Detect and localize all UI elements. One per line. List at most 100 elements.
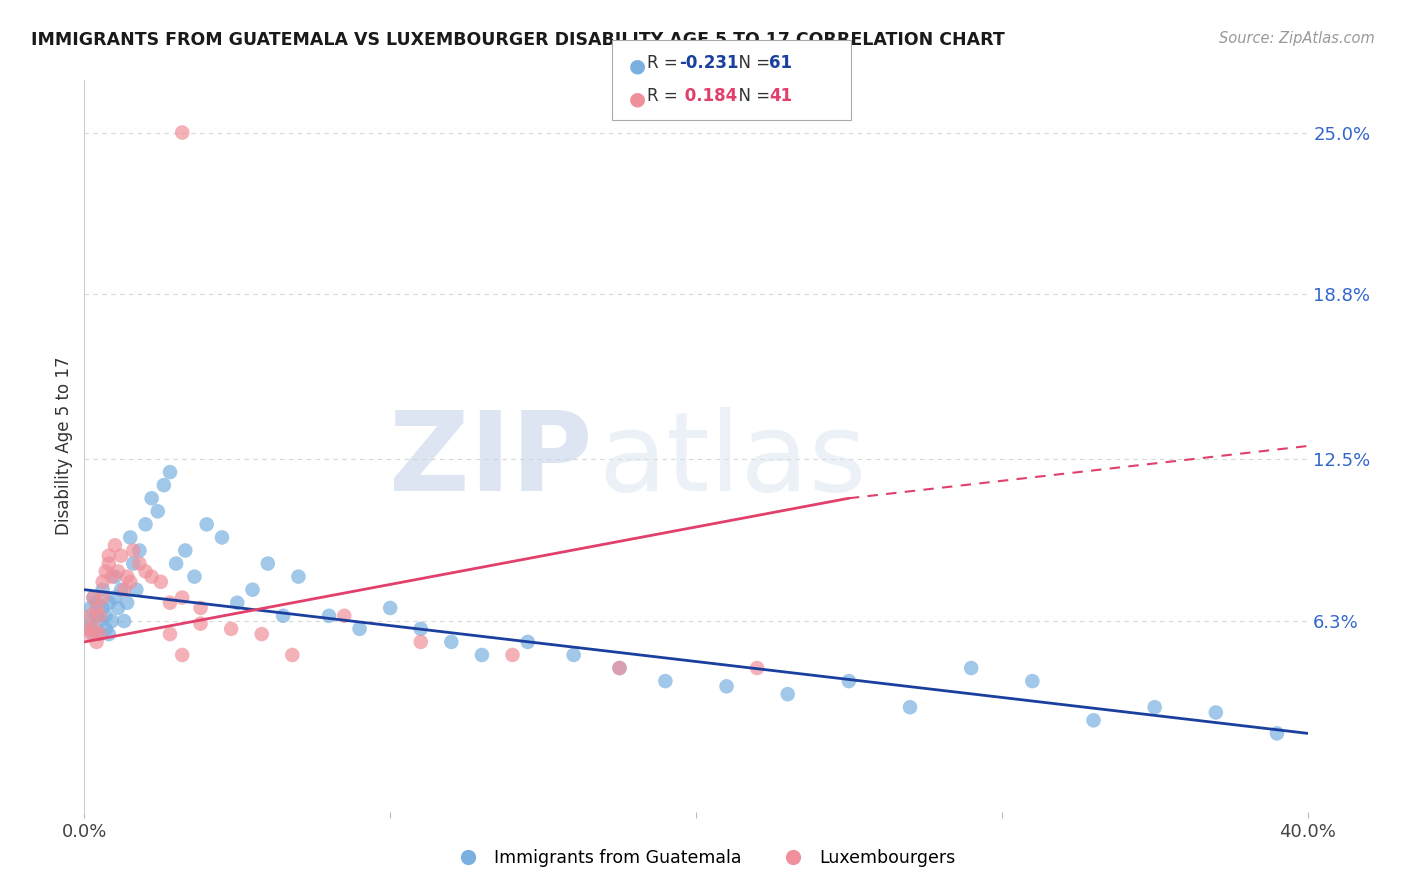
Point	[86, 635, 108, 649]
Point	[242, 582, 264, 597]
Point	[89, 614, 111, 628]
Point	[135, 565, 157, 579]
Point	[502, 648, 524, 662]
Point	[110, 582, 132, 597]
Text: N =: N =	[728, 54, 776, 71]
Point	[1205, 706, 1227, 720]
Point	[609, 661, 631, 675]
Point	[250, 627, 273, 641]
Text: ZIP: ZIP	[388, 407, 592, 514]
Text: ●: ●	[628, 89, 645, 108]
Point	[97, 557, 120, 571]
Point	[112, 582, 135, 597]
Point	[349, 622, 371, 636]
Text: R =: R =	[647, 54, 683, 71]
Point	[165, 557, 187, 571]
Point	[112, 614, 135, 628]
Point	[76, 622, 98, 636]
Point	[89, 627, 111, 641]
Point	[83, 591, 105, 605]
Point	[128, 543, 150, 558]
Text: 0.184: 0.184	[679, 87, 737, 104]
Point	[271, 608, 294, 623]
Point	[83, 622, 105, 636]
Point	[101, 569, 124, 583]
Point	[141, 491, 163, 506]
Point	[128, 557, 150, 571]
Point	[91, 591, 114, 605]
Point	[183, 569, 205, 583]
Point	[104, 538, 127, 552]
Point	[516, 635, 538, 649]
Point	[333, 608, 356, 623]
Point	[716, 679, 738, 693]
Point	[149, 574, 172, 589]
Point	[97, 549, 120, 563]
Point	[1143, 700, 1166, 714]
Point	[122, 543, 145, 558]
Point	[1021, 674, 1043, 689]
Point	[318, 608, 340, 623]
Point	[159, 596, 181, 610]
Point	[97, 596, 120, 610]
Point	[960, 661, 983, 675]
Point	[654, 674, 676, 689]
Point	[89, 608, 111, 623]
Point	[115, 596, 138, 610]
Point	[79, 627, 101, 641]
Text: R =: R =	[647, 87, 683, 104]
Point	[153, 478, 176, 492]
Point	[190, 601, 212, 615]
Point	[125, 582, 148, 597]
Point	[104, 569, 127, 583]
Point	[86, 596, 108, 610]
Point	[86, 608, 108, 623]
Point	[226, 596, 249, 610]
Point	[94, 565, 117, 579]
Point	[110, 549, 132, 563]
Point	[409, 635, 432, 649]
Point	[562, 648, 585, 662]
Point	[287, 569, 309, 583]
Text: atlas: atlas	[598, 407, 866, 514]
Point	[97, 627, 120, 641]
Text: 41: 41	[769, 87, 792, 104]
Point	[380, 601, 402, 615]
Point	[120, 530, 142, 544]
Point	[219, 622, 242, 636]
Point	[471, 648, 494, 662]
Point	[107, 565, 129, 579]
Point	[898, 700, 921, 714]
Point	[172, 591, 194, 605]
Point	[79, 622, 101, 636]
Point	[281, 648, 304, 662]
Point	[101, 614, 124, 628]
Point	[146, 504, 169, 518]
Text: Source: ZipAtlas.com: Source: ZipAtlas.com	[1219, 31, 1375, 46]
Text: 61: 61	[769, 54, 792, 71]
Point	[838, 674, 860, 689]
Point	[190, 616, 212, 631]
Point	[211, 530, 233, 544]
Point	[76, 614, 98, 628]
Text: -0.231: -0.231	[679, 54, 738, 71]
Point	[172, 648, 194, 662]
Text: ●: ●	[628, 56, 645, 75]
Point	[94, 608, 117, 623]
Point	[195, 517, 218, 532]
Point	[94, 622, 117, 636]
Point	[83, 627, 105, 641]
Text: N =: N =	[728, 87, 776, 104]
Point	[91, 574, 114, 589]
Point	[120, 574, 142, 589]
Point	[79, 601, 101, 615]
Point	[104, 591, 127, 605]
Point	[83, 591, 105, 605]
Point	[141, 569, 163, 583]
Point	[89, 627, 111, 641]
Point	[135, 517, 157, 532]
Point	[1265, 726, 1288, 740]
Point	[172, 126, 194, 140]
Point	[86, 601, 108, 615]
Point	[91, 582, 114, 597]
